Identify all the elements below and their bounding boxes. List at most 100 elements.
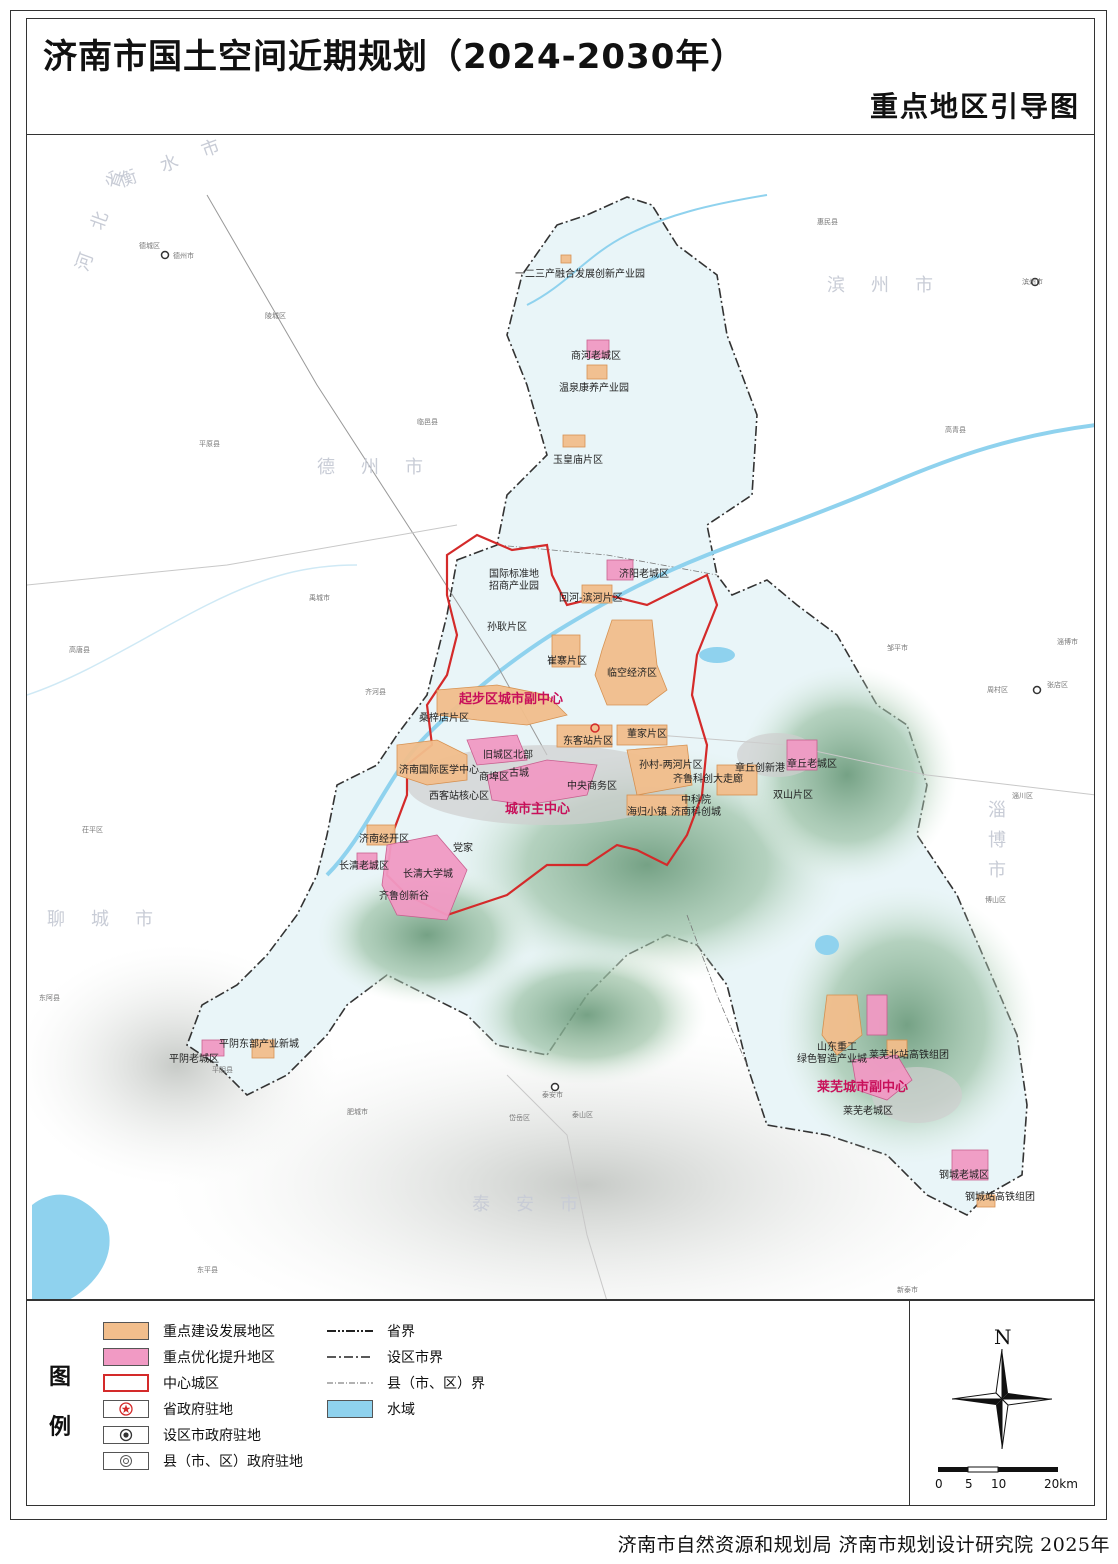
- minor-label: 高唐县: [69, 646, 90, 654]
- area-label: 章丘老城区: [787, 759, 837, 770]
- north-label: N: [994, 1325, 1012, 1349]
- region-label-binzhou: 滨州市: [827, 275, 959, 296]
- scale-labels: 0 5 10 20km: [932, 1477, 1082, 1493]
- legend-swatch-city-boundary: [327, 1348, 373, 1366]
- area-label: 商河老城区: [571, 351, 621, 362]
- highway: [656, 734, 1094, 796]
- mountain-east: [737, 665, 957, 885]
- legend-label: 中心城区: [163, 1376, 219, 1392]
- upgrade-zones: [201, 339, 989, 1181]
- credits-footer: 济南市自然资源和规划局 济南市规划设计研究院 2025年: [617, 1534, 1110, 1556]
- zone-yuhuangmiao: [562, 434, 586, 448]
- legend-swatch-upgrade: [103, 1348, 149, 1366]
- legend-swatch-provincial-gov: [103, 1400, 149, 1418]
- minor-label: 平阴县: [212, 1066, 233, 1074]
- area-label: 孙耿片区: [487, 622, 527, 633]
- legend-item-city-boundary: 设区市界: [327, 1347, 443, 1367]
- region-label-zibo: 淄博市: [985, 800, 1006, 890]
- legend-item-county-boundary: 县（市、区）界: [327, 1373, 485, 1393]
- legend-head-2: 例: [49, 1415, 72, 1440]
- minor-label: 滨州市: [1022, 278, 1043, 286]
- minor-label: 禹城市: [309, 594, 330, 602]
- area-label: 济南经开区: [359, 834, 409, 845]
- scale-tick: 5: [965, 1477, 973, 1491]
- area-label: 孙村-两河片区: [639, 760, 703, 771]
- zone-gangcheng-old: [951, 1149, 989, 1181]
- main-center-label: 城市主中心: [505, 802, 571, 817]
- minor-label: 东平县: [197, 1266, 218, 1274]
- minor-label: 博山区: [985, 896, 1006, 904]
- scale-tick: 10: [991, 1477, 1007, 1491]
- legend-label: 设区市界: [387, 1350, 443, 1366]
- area-label: 章丘创新港: [735, 763, 785, 774]
- legend-item-municipal-gov: 设区市政府驻地: [103, 1425, 261, 1445]
- area-label: 济阳老城区: [619, 569, 669, 580]
- dash-line-icon: [327, 1356, 373, 1358]
- zone-yixue: [396, 739, 468, 786]
- compass-box: N 0 5 10 20km: [909, 1301, 1094, 1505]
- area-label: 党家: [453, 843, 473, 854]
- zone-yiersan: [560, 254, 572, 264]
- map-canvas[interactable]: 衡水市 河北省 德州市 滨州市 淄博市 聊城市 泰安市 德城区 德州市 陵城区 …: [26, 134, 1095, 1300]
- region-label-liaocheng: 聊城市: [47, 909, 179, 930]
- region-label-taian: 泰安市: [472, 1194, 604, 1215]
- highway: [27, 524, 458, 586]
- compass-icon: [952, 1349, 1052, 1449]
- legend-item-center: 中心城区: [103, 1373, 219, 1393]
- dash-dot-line-icon: [327, 1330, 373, 1332]
- minor-label: 邹平市: [887, 644, 908, 652]
- legend-item-county-gov: 县（市、区）政府驻地: [103, 1451, 303, 1471]
- area-label: 温泉康养产业园: [559, 383, 629, 394]
- area-label: 济南科创城: [671, 807, 721, 818]
- area-label: 齐鲁创新谷: [379, 891, 429, 902]
- area-label: 平阴老城区: [169, 1054, 219, 1065]
- map-subtitle: 重点地区引导图: [869, 90, 1080, 123]
- legend-swatch-municipal-gov: [103, 1426, 149, 1444]
- minor-label: 肥城市: [347, 1108, 368, 1116]
- river-north: [526, 194, 768, 306]
- thin-dash-line-icon: [327, 1382, 373, 1384]
- star-icon: [119, 1402, 133, 1416]
- map-title: 济南市国土空间近期规划（2024-2030年）: [43, 37, 746, 77]
- legend-swatch-build: [103, 1322, 149, 1340]
- zone-changqing-old: [356, 852, 378, 870]
- area-label: 旧城区北部: [483, 750, 533, 761]
- zone-zhangqiu-old: [786, 739, 818, 771]
- legend-swatch-water: [327, 1400, 373, 1418]
- zone-shanghe: [586, 339, 610, 359]
- legend-head-1: 图: [49, 1365, 72, 1390]
- subcenter-label-laiwu: 莱芜城市副中心: [817, 1080, 909, 1095]
- legend-label: 县（市、区）政府驻地: [163, 1454, 303, 1470]
- scale-bar: [938, 1466, 1058, 1473]
- zone-huihe: [581, 584, 613, 604]
- area-label: 玉皇庙片区: [553, 455, 603, 466]
- highway: [506, 1074, 607, 1299]
- minor-label: 周村区: [987, 686, 1008, 694]
- area-label: 长清老城区: [339, 861, 389, 872]
- legend-item-upgrade: 重点优化提升地区: [103, 1347, 275, 1367]
- area-label: 双山片区: [773, 790, 813, 801]
- scale-tick: 0: [935, 1477, 943, 1491]
- water-body-dongping: [32, 1194, 110, 1299]
- legend-swatch-county-gov: [103, 1452, 149, 1470]
- minor-label: 淄川区: [1012, 792, 1033, 800]
- zone-wenquan: [586, 364, 608, 380]
- area-label: 济南国际医学中心: [399, 765, 479, 776]
- minor-label: 泰山区: [572, 1111, 593, 1119]
- minor-label: 临邑县: [417, 418, 438, 426]
- area-label: 崔寨片区: [547, 656, 587, 667]
- mountain-south: [467, 945, 707, 1085]
- legend-swatch-center: [103, 1374, 149, 1392]
- zone-gangcheng-zhan: [976, 1194, 996, 1208]
- legend-label: 设区市政府驻地: [163, 1428, 261, 1444]
- zone-jiyang: [606, 559, 634, 581]
- area-label: 回河-滨河片区: [559, 593, 623, 604]
- area-label: 古城: [509, 768, 529, 779]
- area-label: 董家片区: [627, 729, 667, 740]
- provincial-gov-marker: [590, 723, 600, 733]
- zone-liao-he: [866, 994, 888, 1036]
- municipal-gov-marker: [1030, 277, 1040, 287]
- minor-label: 惠民县: [817, 218, 838, 226]
- area-label: 山东重工: [817, 1042, 857, 1053]
- zone-changqing-daxue: [381, 834, 468, 921]
